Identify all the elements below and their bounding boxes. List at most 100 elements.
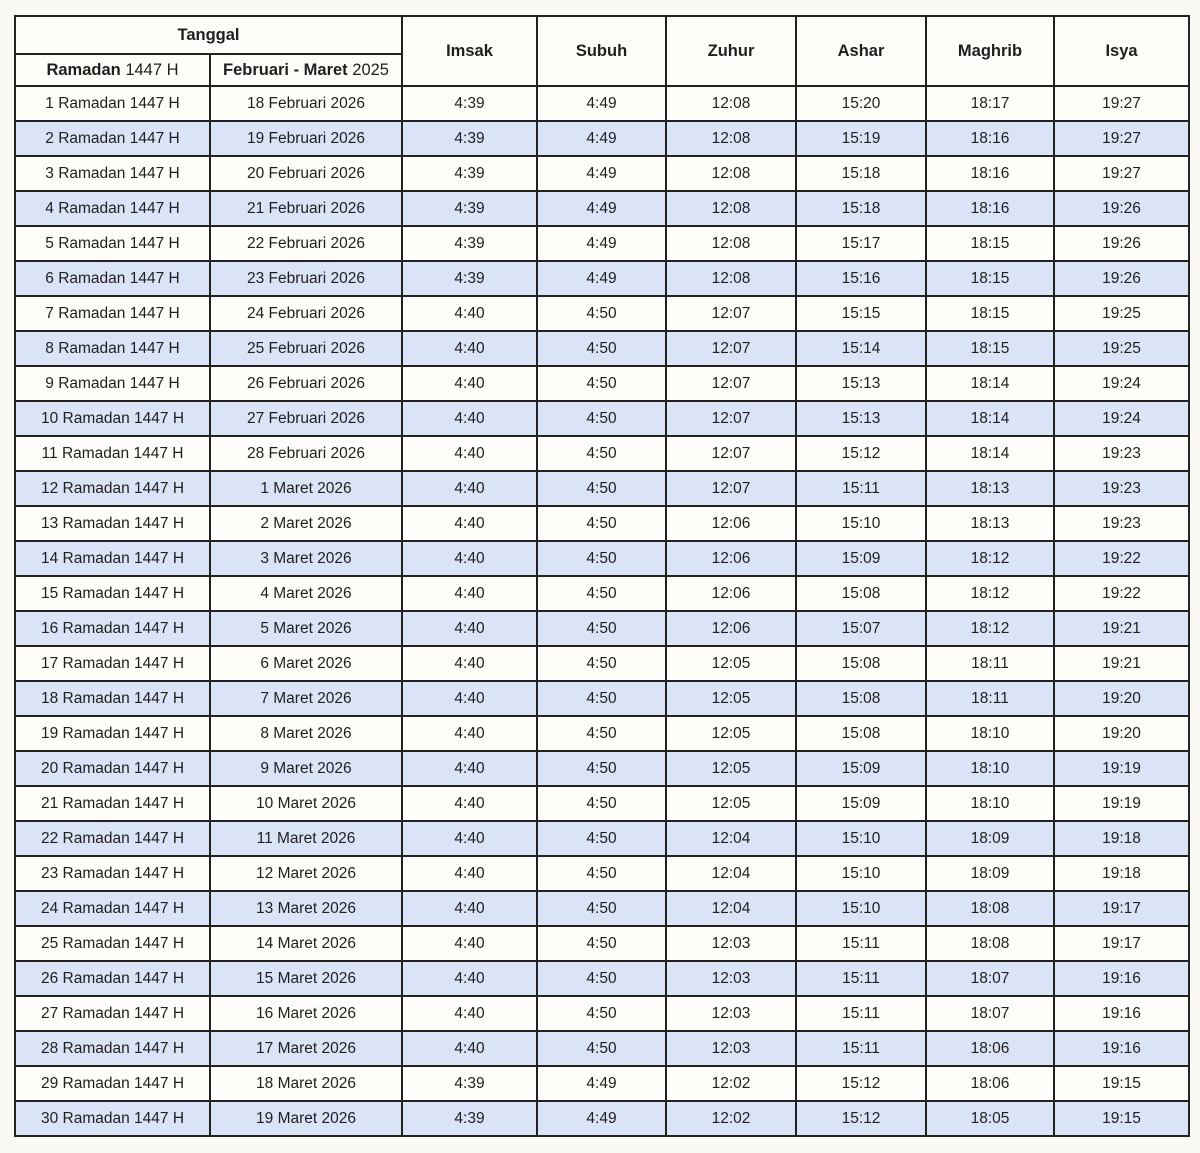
subuh-cell: 4:49 <box>536 1065 667 1102</box>
maghrib-cell: 18:16 <box>925 190 1055 227</box>
hijri-date-cell: 15 Ramadan 1447 H <box>14 575 211 612</box>
imsak-cell: 4:40 <box>401 575 538 612</box>
subuh-cell: 4:50 <box>536 470 667 507</box>
ashar-cell: 15:08 <box>795 575 927 612</box>
imsak-cell: 4:40 <box>401 295 538 332</box>
isya-cell: 19:26 <box>1053 225 1190 262</box>
isya-cell: 19:16 <box>1053 995 1190 1032</box>
ashar-cell: 15:18 <box>795 155 927 192</box>
table-row: 28 Ramadan 1447 H 17 Maret 2026 4:40 4:50 12… <box>14 1030 1190 1067</box>
table-row: 3 Ramadan 1447 H 20 Februari 2026 4:39 4:49… <box>14 155 1190 192</box>
header-isya: Isya <box>1053 15 1190 87</box>
gregorian-date-cell: 16 Maret 2026 <box>209 995 403 1032</box>
hijri-year: 1447 H <box>125 60 179 79</box>
subuh-cell: 4:50 <box>536 890 667 927</box>
maghrib-cell: 18:12 <box>925 610 1055 647</box>
zuhur-cell: 12:06 <box>665 505 797 542</box>
table-row: 5 Ramadan 1447 H 22 Februari 2026 4:39 4:49… <box>14 225 1190 262</box>
imsak-cell: 4:40 <box>401 855 538 892</box>
zuhur-cell: 12:05 <box>665 750 797 787</box>
isya-cell: 19:19 <box>1053 750 1190 787</box>
zuhur-cell: 12:02 <box>665 1100 797 1137</box>
ashar-cell: 15:09 <box>795 540 927 577</box>
maghrib-cell: 18:15 <box>925 260 1055 297</box>
imsak-cell: 4:39 <box>401 120 538 157</box>
gregorian-year: 2025 <box>352 60 389 79</box>
table-row: 10 Ramadan 1447 H 27 Februari 2026 4:40 4:5… <box>14 400 1190 437</box>
gregorian-date-cell: 8 Maret 2026 <box>209 715 403 752</box>
maghrib-cell: 18:12 <box>925 540 1055 577</box>
isya-cell: 19:20 <box>1053 680 1190 717</box>
isya-cell: 19:27 <box>1053 85 1190 122</box>
maghrib-cell: 18:16 <box>925 155 1055 192</box>
zuhur-cell: 12:05 <box>665 680 797 717</box>
ashar-cell: 15:13 <box>795 365 927 402</box>
subuh-cell: 4:50 <box>536 645 667 682</box>
zuhur-cell: 12:08 <box>665 260 797 297</box>
subuh-cell: 4:50 <box>536 540 667 577</box>
subuh-cell: 4:50 <box>536 750 667 787</box>
header-imsak: Imsak <box>401 15 538 87</box>
ashar-cell: 15:20 <box>795 85 927 122</box>
ashar-cell: 15:12 <box>795 1100 927 1137</box>
hijri-date-cell: 9 Ramadan 1447 H <box>14 365 211 402</box>
hijri-date-cell: 7 Ramadan 1447 H <box>14 295 211 332</box>
gregorian-date-cell: 5 Maret 2026 <box>209 610 403 647</box>
hijri-date-cell: 25 Ramadan 1447 H <box>14 925 211 962</box>
subuh-cell: 4:50 <box>536 365 667 402</box>
table-row: 29 Ramadan 1447 H 18 Maret 2026 4:39 4:49 12… <box>14 1065 1190 1102</box>
hijri-date-cell: 6 Ramadan 1447 H <box>14 260 211 297</box>
table-row: 9 Ramadan 1447 H 26 Februari 2026 4:40 4:50… <box>14 365 1190 402</box>
imsak-cell: 4:40 <box>401 1030 538 1067</box>
gregorian-date-cell: 15 Maret 2026 <box>209 960 403 997</box>
isya-cell: 19:27 <box>1053 155 1190 192</box>
table-row: 4 Ramadan 1447 H 21 Februari 2026 4:39 4:49… <box>14 190 1190 227</box>
subuh-cell: 4:50 <box>536 610 667 647</box>
maghrib-cell: 18:14 <box>925 400 1055 437</box>
imsak-cell: 4:40 <box>401 365 538 402</box>
header-zuhur: Zuhur <box>665 15 797 87</box>
isya-cell: 19:25 <box>1053 295 1190 332</box>
imsak-cell: 4:39 <box>401 260 538 297</box>
zuhur-cell: 12:08 <box>665 155 797 192</box>
zuhur-cell: 12:03 <box>665 960 797 997</box>
subuh-cell: 4:49 <box>536 120 667 157</box>
header-tanggal: Tanggal <box>14 15 403 55</box>
isya-cell: 19:19 <box>1053 785 1190 822</box>
subuh-cell: 4:49 <box>536 260 667 297</box>
hijri-date-cell: 20 Ramadan 1447 H <box>14 750 211 787</box>
hijri-date-cell: 21 Ramadan 1447 H <box>14 785 211 822</box>
table-row: 11 Ramadan 1447 H 28 Februari 2026 4:40 4:5… <box>14 435 1190 472</box>
zuhur-cell: 12:07 <box>665 400 797 437</box>
hijri-date-cell: 26 Ramadan 1447 H <box>14 960 211 997</box>
subuh-cell: 4:50 <box>536 575 667 612</box>
hijri-date-cell: 8 Ramadan 1447 H <box>14 330 211 367</box>
gregorian-date-cell: 27 Februari 2026 <box>209 400 403 437</box>
subuh-cell: 4:50 <box>536 680 667 717</box>
gregorian-date-cell: 4 Maret 2026 <box>209 575 403 612</box>
imsak-cell: 4:39 <box>401 85 538 122</box>
subuh-cell: 4:50 <box>536 505 667 542</box>
ashar-cell: 15:12 <box>795 1065 927 1102</box>
zuhur-cell: 12:03 <box>665 925 797 962</box>
maghrib-cell: 18:06 <box>925 1065 1055 1102</box>
gregorian-date-cell: 26 Februari 2026 <box>209 365 403 402</box>
imsak-cell: 4:40 <box>401 820 538 857</box>
table-row: 27 Ramadan 1447 H 16 Maret 2026 4:40 4:50 12… <box>14 995 1190 1032</box>
isya-cell: 19:16 <box>1053 960 1190 997</box>
hijri-date-cell: 13 Ramadan 1447 H <box>14 505 211 542</box>
maghrib-cell: 18:15 <box>925 330 1055 367</box>
zuhur-cell: 12:07 <box>665 435 797 472</box>
ashar-cell: 15:11 <box>795 1030 927 1067</box>
header-ashar: Ashar <box>795 15 927 87</box>
table-row: 2 Ramadan 1447 H 19 Februari 2026 4:39 4:49… <box>14 120 1190 157</box>
zuhur-cell: 12:04 <box>665 890 797 927</box>
gregorian-date-cell: 10 Maret 2026 <box>209 785 403 822</box>
zuhur-cell: 12:08 <box>665 85 797 122</box>
ashar-cell: 15:07 <box>795 610 927 647</box>
